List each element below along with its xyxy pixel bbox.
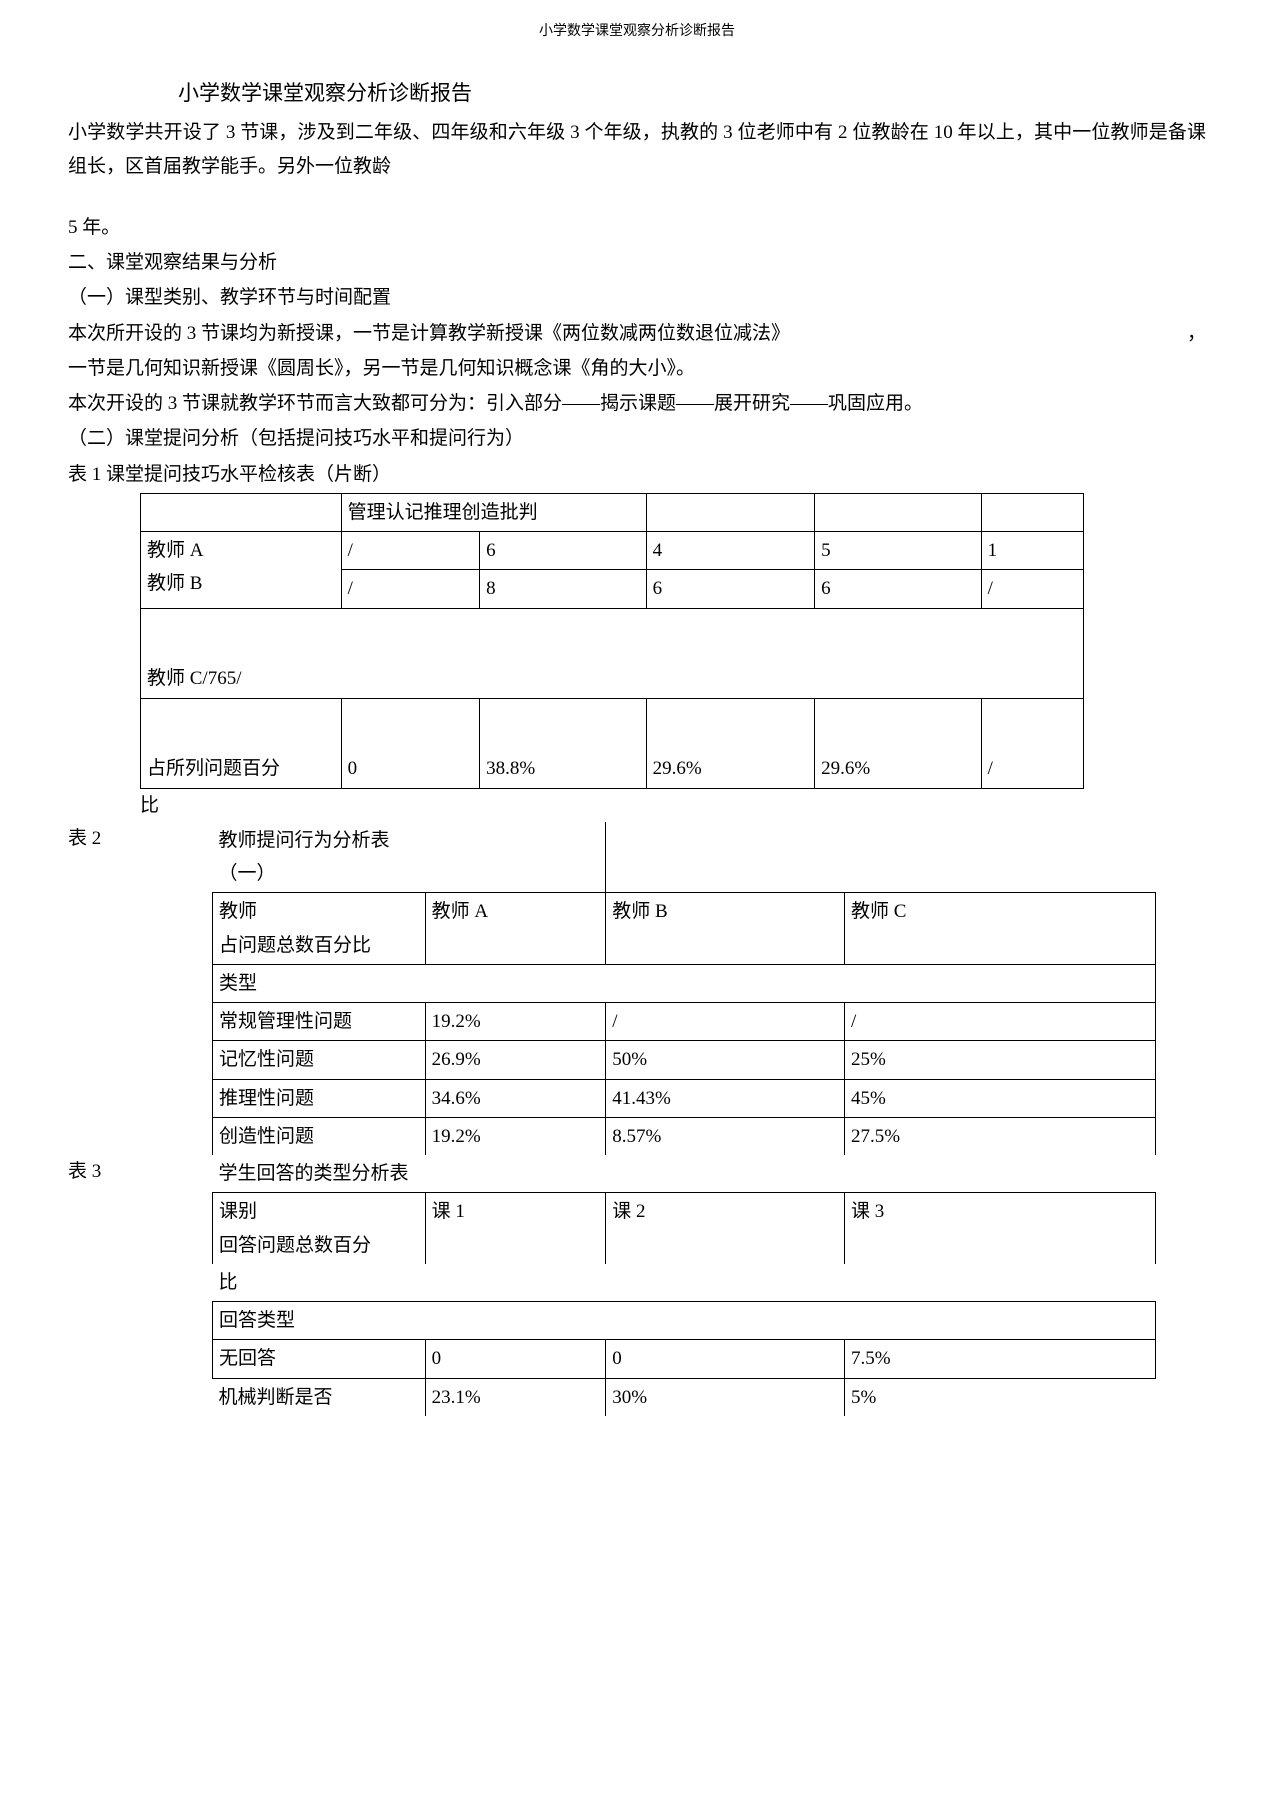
table-cell [646,493,815,531]
table-cell: / [981,570,1083,608]
table-cell: 机械判断是否 [213,1378,426,1416]
section-heading: （一）课型类别、教学环节与时间配置 [68,281,1206,314]
table-cell: 27.5% [844,1117,1155,1155]
table-cell: 占问题总数百分比 [219,929,419,962]
table-1: 管理认记推理创造批判 教师 A 教师 B / 6 4 5 1 / 8 6 6 /… [140,493,1084,789]
table-cell: 教师 B [147,567,335,600]
table-cell: 课 1 [425,1193,606,1264]
table-cell: 教师 B [606,893,845,965]
table-cell: 0 [425,1340,606,1378]
paragraph: 5 年。 [68,211,1206,244]
table-cell: 课别 [219,1195,419,1228]
paragraph: 小学数学共开设了 3 节课，涉及到二年级、四年级和六年级 3 个年级，执教的 3… [68,116,1206,183]
table-cell: 23.1% [425,1378,606,1416]
table-cell: 8 [480,570,647,608]
table-cell: 管理认记推理创造批判 [341,493,646,531]
table-cell: 7.5% [844,1340,1155,1378]
table-cell: 26.9% [425,1041,606,1079]
table-cell: 6 [815,570,982,608]
table-cell: 课 3 [844,1193,1155,1264]
table-cell: / [981,698,1083,788]
table-cell: 教师 A [425,893,606,965]
table-cell: 5 [815,532,982,570]
table-cell: 回答类型 [213,1302,1156,1340]
section-heading: （二）课堂提问分析（包括提问技巧水平和提问行为） [68,422,1206,455]
document-content: 小学数学课堂观察分析诊断报告 小学数学共开设了 3 节课，涉及到二年级、四年级和… [0,75,1274,1416]
table-cell: 无回答 [213,1340,426,1378]
table-cell: 常规管理性问题 [213,1003,426,1041]
section-heading: 二、课堂观察结果与分析 [68,246,1206,279]
table-cell: 25% [844,1041,1155,1079]
table-cell: 38.8% [480,698,647,788]
table-cell: 19.2% [425,1003,606,1041]
table-cell: 29.6% [815,698,982,788]
paragraph: 本次开设的 3 节课就教学环节而言大致都可分为：引入部分——揭示课题——展开研究… [68,387,1206,420]
table-2: 教师提问行为分析表（一） 教师 占问题总数百分比 教师 A 教师 B 教师 C … [212,822,1156,1155]
table-cell: 课 2 [606,1193,845,1264]
table-cell: 6 [646,570,815,608]
table-cell [981,493,1083,531]
table-cell: 教师 [219,895,419,928]
table-caption: 表 3 [68,1155,140,1416]
table-cell: 推理性问题 [213,1079,426,1117]
table-cell: 1 [981,532,1083,570]
table-cell: / [341,570,479,608]
table-cell: 41.43% [606,1079,845,1117]
table-cell: 8.57% [606,1117,845,1155]
table-3: 学生回答的类型分析表 课别 回答问题总数百分 课 1 课 2 课 3 比 回答类… [212,1155,1156,1416]
table-cell: 19.2% [425,1117,606,1155]
table-cell: / [606,1003,845,1041]
table-caption-cont: 比 [140,789,1206,822]
table-cell: 比 [213,1264,1156,1302]
table-title: 学生回答的类型分析表 [213,1155,1156,1193]
paragraph: 本次所开设的 3 节课均为新授课，一节是计算教学新授课《两位数减两位数退位减法》… [68,317,1206,350]
table-caption: 表 1 课堂提问技巧水平检核表（片断） [68,458,1206,491]
table-cell: 34.6% [425,1079,606,1117]
document-title: 小学数学课堂观察分析诊断报告 [68,75,1206,112]
table-cell: 50% [606,1041,845,1079]
table-cell [141,493,342,531]
table-cell [815,493,982,531]
table-cell: 4 [646,532,815,570]
table-title: 教师提问行为分析表（一） [213,822,426,893]
table-cell: 0 [341,698,479,788]
table-cell: 创造性问题 [213,1117,426,1155]
table-cell: / [844,1003,1155,1041]
table-cell: 5% [844,1378,1155,1416]
table-caption: 表 2 [68,822,140,1155]
table-cell: 记忆性问题 [213,1041,426,1079]
table-cell: 占所列问题百分 [141,698,342,788]
table-cell: 教师 A [147,534,335,567]
paragraph: 一节是几何知识新授课《圆周长》，另一节是几何知识概念课《角的大小》。 [68,352,1206,385]
text: ， [1187,317,1206,350]
text: 本次所开设的 3 节课均为新授课，一节是计算教学新授课《两位数减两位数退位减法》 [68,317,790,350]
table-cell: 30% [606,1378,845,1416]
table-cell: 教师 C [844,893,1155,965]
page-header: 小学数学课堂观察分析诊断报告 [0,0,1274,75]
table-cell: 45% [844,1079,1155,1117]
table-cell: / [341,532,479,570]
table-cell: 0 [606,1340,845,1378]
table-cell: 回答问题总数百分 [219,1229,419,1262]
table-cell: 教师 C/765/ [141,608,1084,698]
table-cell: 类型 [213,964,1156,1002]
table-cell: 6 [480,532,647,570]
table-cell: 29.6% [646,698,815,788]
